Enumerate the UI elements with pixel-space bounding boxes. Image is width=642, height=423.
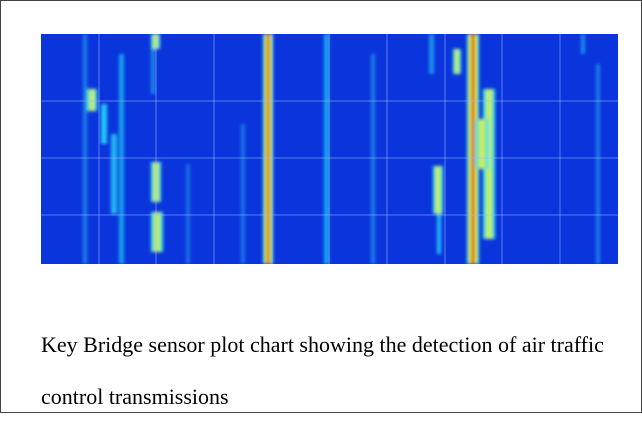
sensor-plot-image — [41, 34, 618, 264]
plot-grid — [41, 34, 618, 264]
figure-caption: Key Bridge sensor plot chart showing the… — [41, 332, 604, 409]
signal-streaks — [83, 34, 600, 264]
figure: Key Bridge sensor plot chart showing the… — [0, 0, 642, 413]
